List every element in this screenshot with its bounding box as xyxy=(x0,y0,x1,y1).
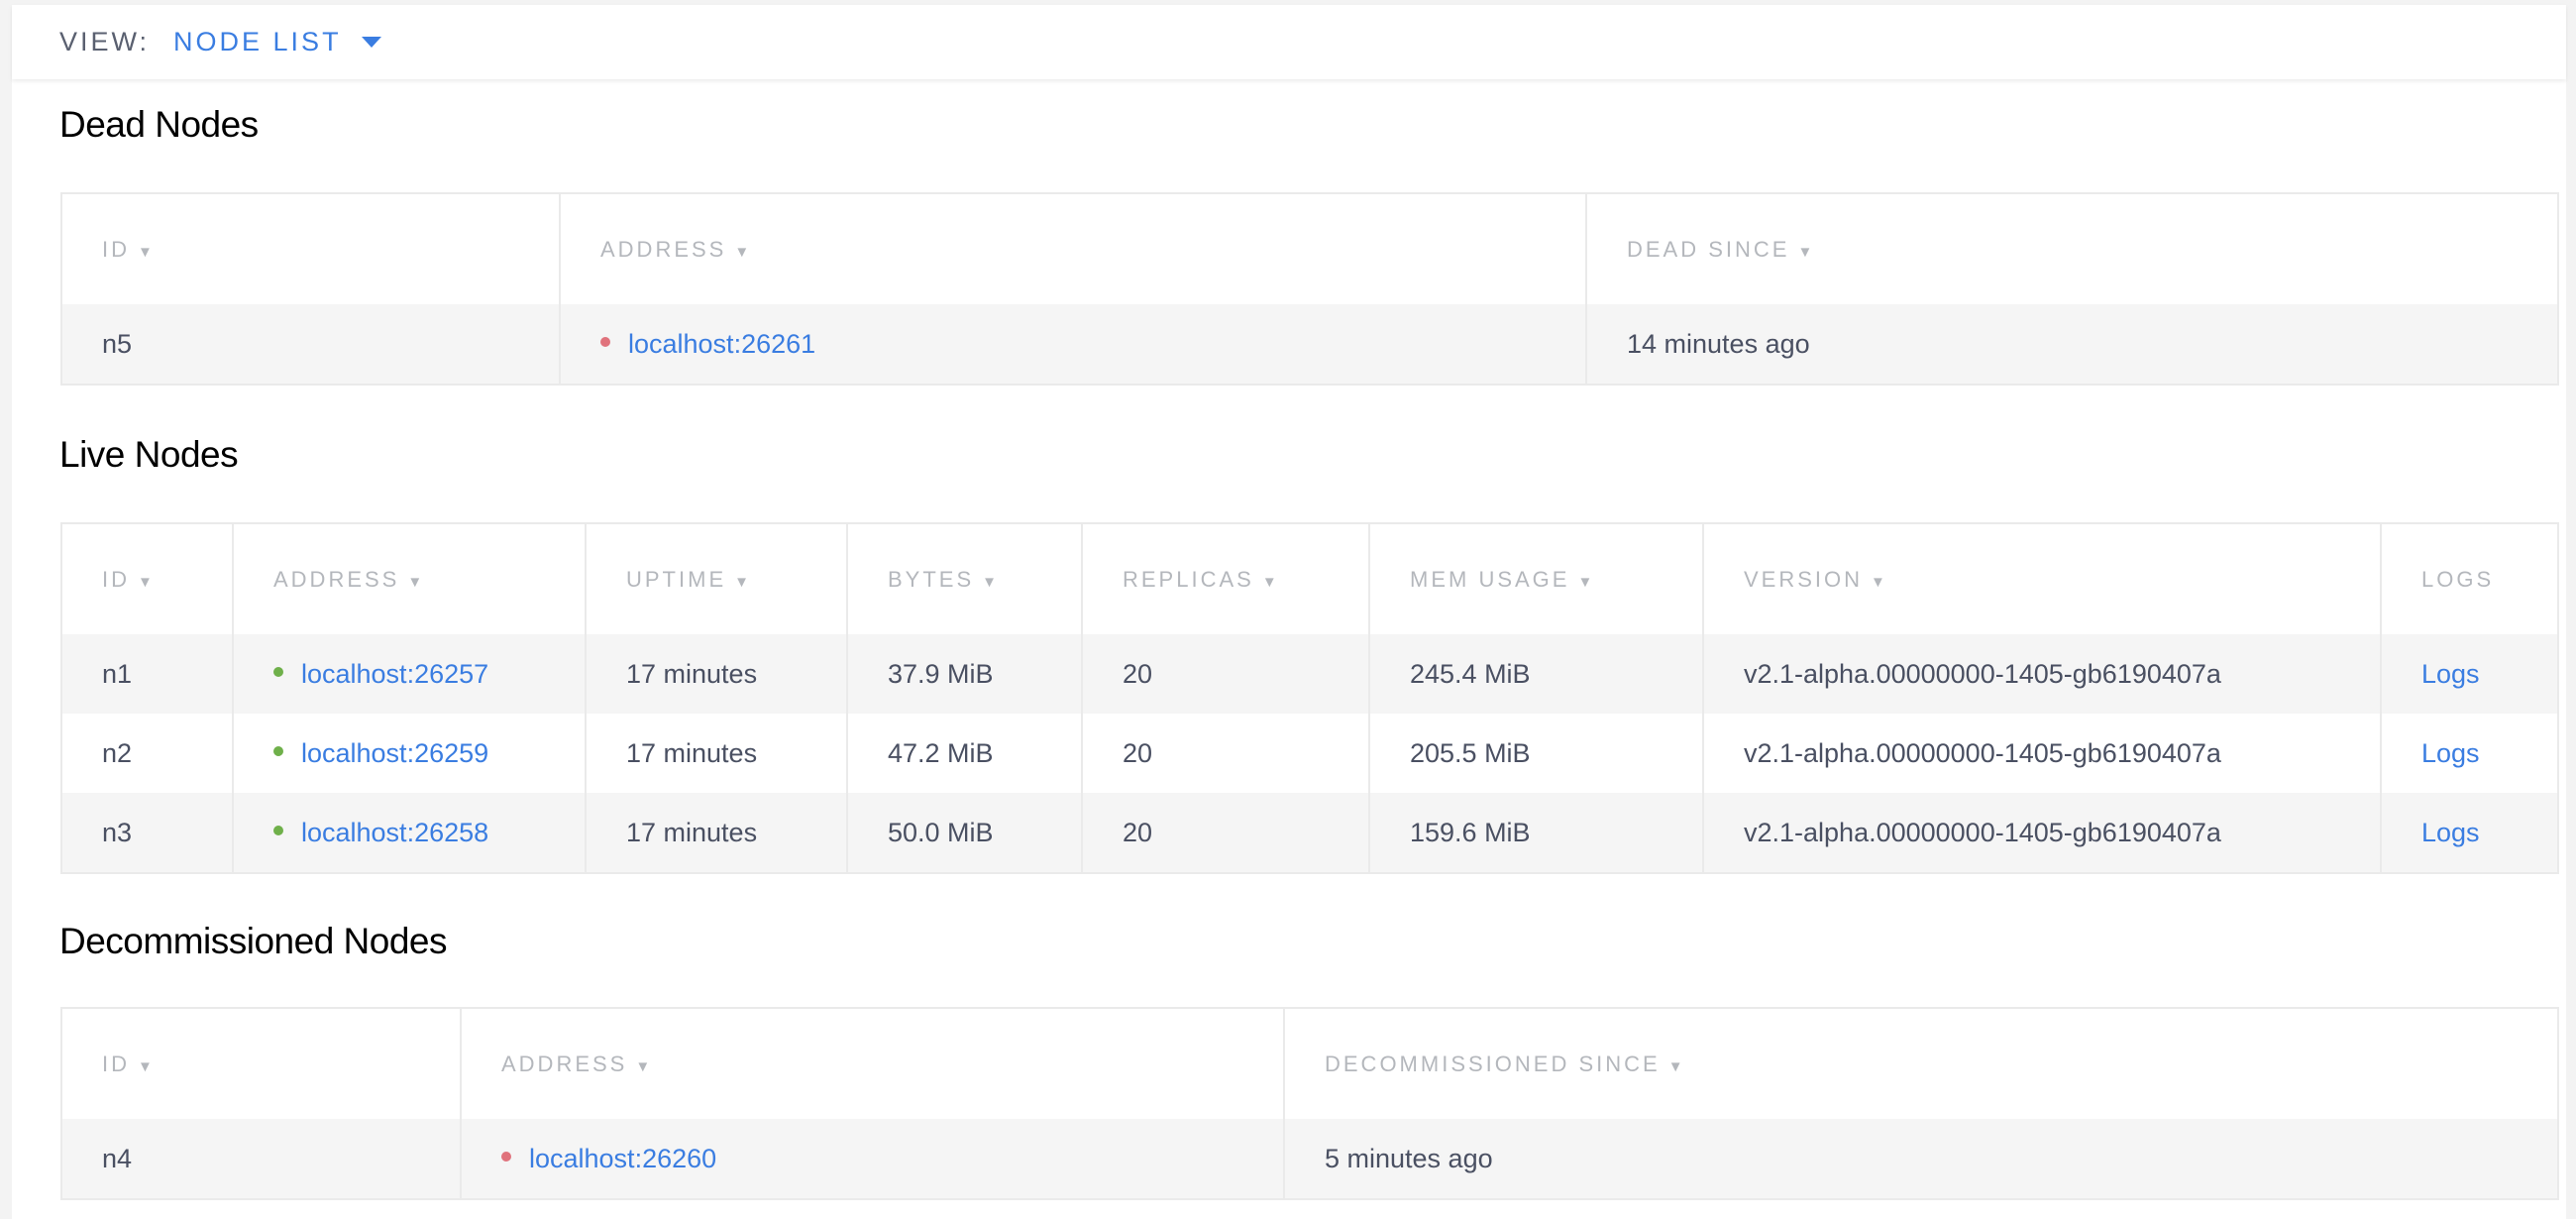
header-logs: LOGS xyxy=(2380,523,2558,634)
dead-nodes-title: Dead Nodes xyxy=(59,104,259,145)
logs-link[interactable]: Logs xyxy=(2421,737,2480,768)
decommissioned-nodes-title: Decommissioned Nodes xyxy=(59,921,448,961)
sort-arrow-icon: ▼ xyxy=(138,1057,153,1075)
table-row: n2 localhost:26259 17 minutes 47.2 MiB 2… xyxy=(61,714,2558,793)
sort-arrow-icon: ▼ xyxy=(407,573,423,591)
sort-header-bytes[interactable]: BYTES ▼ xyxy=(846,523,1082,634)
bytes: 50.0 MiB xyxy=(846,793,1082,873)
sort-header-replicas[interactable]: REPLICAS ▼ xyxy=(1081,523,1369,634)
live-nodes-table: ID ▼ ADDRESS ▼ UPTIME ▼ BYTES ▼ REPLICAS ▼ ME… xyxy=(60,522,2559,874)
replicas: 20 xyxy=(1081,634,1369,714)
sort-header-id[interactable]: ID ▼ xyxy=(61,193,560,304)
bytes: 47.2 MiB xyxy=(846,714,1082,793)
mem-usage: 245.4 MiB xyxy=(1368,634,1703,714)
node-address-link[interactable]: localhost:26259 xyxy=(301,737,489,768)
sort-arrow-icon: ▼ xyxy=(635,1057,651,1075)
sort-arrow-icon: ▼ xyxy=(138,573,153,591)
sort-header-id[interactable]: ID ▼ xyxy=(61,523,233,634)
uptime: 17 minutes xyxy=(585,793,847,873)
view-dropdown[interactable]: NODE LIST xyxy=(173,27,381,57)
view-label: VIEW: xyxy=(59,27,151,56)
mem-usage: 205.5 MiB xyxy=(1368,714,1703,793)
sort-header-dead-since[interactable]: DEAD SINCE ▼ xyxy=(1585,193,2558,304)
decommissioned-since: 5 minutes ago xyxy=(1283,1119,2558,1199)
view-value: NODE LIST xyxy=(173,27,342,56)
node-id: n5 xyxy=(61,304,560,385)
node-address-link[interactable]: localhost:26258 xyxy=(301,817,489,847)
version: v2.1-alpha.00000000-1405-gb6190407a xyxy=(1702,793,2381,873)
node-address-link[interactable]: localhost:26257 xyxy=(301,658,489,689)
sort-header-version[interactable]: VERSION ▼ xyxy=(1702,523,2381,634)
sort-arrow-icon: ▼ xyxy=(1667,1057,1683,1075)
sort-arrow-icon: ▼ xyxy=(138,243,153,261)
table-row: n5 localhost:26261 14 minutes ago xyxy=(61,304,2558,385)
view-bar: VIEW: NODE LIST xyxy=(12,5,2566,79)
sort-header-address[interactable]: ADDRESS ▼ xyxy=(232,523,586,634)
dead-since: 14 minutes ago xyxy=(1585,304,2558,385)
live-status-dot-icon xyxy=(273,667,283,678)
logs-link[interactable]: Logs xyxy=(2421,658,2480,689)
sort-arrow-icon: ▼ xyxy=(1261,573,1277,591)
decommissioned-status-dot-icon xyxy=(501,1152,511,1163)
node-address-link[interactable]: localhost:26260 xyxy=(529,1143,717,1173)
uptime: 17 minutes xyxy=(585,634,847,714)
sort-arrow-icon: ▼ xyxy=(1577,573,1593,591)
uptime: 17 minutes xyxy=(585,714,847,793)
node-id: n1 xyxy=(61,634,233,714)
replicas: 20 xyxy=(1081,793,1369,873)
dead-nodes-table: ID ▼ ADDRESS ▼ DEAD SINCE ▼ n5 localhost:26… xyxy=(60,192,2559,386)
table-row: n3 localhost:26258 17 minutes 50.0 MiB 2… xyxy=(61,793,2558,873)
version: v2.1-alpha.00000000-1405-gb6190407a xyxy=(1702,634,2381,714)
node-address-link[interactable]: localhost:26261 xyxy=(628,328,816,359)
live-status-dot-icon xyxy=(273,826,283,836)
sort-arrow-icon: ▼ xyxy=(1871,573,1885,591)
sort-header-id[interactable]: ID ▼ xyxy=(61,1008,461,1119)
node-id: n2 xyxy=(102,737,133,768)
table-row: n1 localhost:26257 17 minutes 37.9 MiB 2… xyxy=(61,634,2558,714)
sort-header-address[interactable]: ADDRESS ▼ xyxy=(559,193,1586,304)
mem-usage: 159.6 MiB xyxy=(1368,793,1703,873)
sort-header-mem-usage[interactable]: MEM USAGE ▼ xyxy=(1368,523,1703,634)
table-row: n4 localhost:26260 5 minutes ago xyxy=(61,1119,2558,1199)
sort-header-decommissioned-since[interactable]: DECOMMISSIONED SINCE ▼ xyxy=(1283,1008,2558,1119)
sort-arrow-icon: ▼ xyxy=(734,243,750,261)
dead-status-dot-icon xyxy=(600,337,610,348)
sort-header-address[interactable]: ADDRESS ▼ xyxy=(460,1008,1284,1119)
node-id: n4 xyxy=(61,1119,461,1199)
version: v2.1-alpha.00000000-1405-gb6190407a xyxy=(1702,714,2381,793)
bytes: 37.9 MiB xyxy=(846,634,1082,714)
sort-header-uptime[interactable]: UPTIME ▼ xyxy=(585,523,847,634)
caret-down-icon xyxy=(361,37,381,48)
live-nodes-title: Live Nodes xyxy=(59,434,239,475)
page-panel: VIEW: NODE LIST Dead Nodes ID ▼ ADDRESS ▼ … xyxy=(12,5,2566,1219)
sort-arrow-icon: ▼ xyxy=(734,573,749,591)
decommissioned-nodes-table: ID ▼ ADDRESS ▼ DECOMMISSIONED SINCE ▼ n4 lo… xyxy=(60,1007,2559,1200)
live-status-dot-icon xyxy=(273,746,283,757)
logs-link[interactable]: Logs xyxy=(2421,817,2480,847)
replicas: 20 xyxy=(1081,714,1369,793)
sort-arrow-icon: ▼ xyxy=(982,573,997,591)
sort-arrow-icon: ▼ xyxy=(1797,243,1813,261)
node-id: n3 xyxy=(61,793,233,873)
